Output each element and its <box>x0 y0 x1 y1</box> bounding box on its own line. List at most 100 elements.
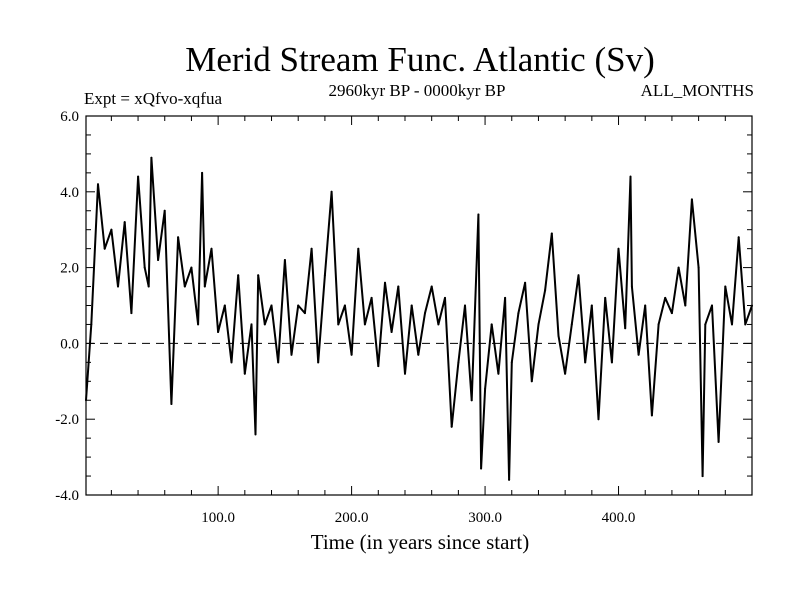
data-point <box>237 274 240 277</box>
data-point <box>629 175 632 178</box>
data-point <box>397 285 400 288</box>
data-point <box>701 475 704 478</box>
data-point <box>610 361 613 364</box>
data-point <box>377 365 380 368</box>
data-point <box>197 323 200 326</box>
data-point <box>704 323 707 326</box>
data-point <box>170 403 173 405</box>
data-point <box>524 281 527 284</box>
data-point <box>337 323 340 326</box>
data-point <box>604 296 607 299</box>
x-tick-label: 300.0 <box>468 510 502 526</box>
data-point <box>217 331 220 333</box>
data-point <box>530 380 533 383</box>
data-point <box>450 425 453 428</box>
data-point <box>744 323 747 326</box>
data-point <box>510 361 513 364</box>
data-point <box>150 156 153 159</box>
data-point <box>697 266 700 269</box>
data-point <box>424 312 426 315</box>
data-point <box>664 296 667 299</box>
data-point <box>263 323 266 326</box>
data-point <box>117 285 119 288</box>
data-point <box>250 323 253 326</box>
experiment-label: Expt = xQfvo-xqfua <box>84 89 222 108</box>
data-point <box>310 247 313 250</box>
data-point <box>584 361 587 364</box>
data-point <box>404 372 406 375</box>
data-point <box>670 312 673 315</box>
data-point <box>557 334 560 337</box>
plot-area: -4.0 -2.0 0.0 2.0 4.0 6.0 100.0 200.0 300.0 400.0 <box>55 109 753 526</box>
data-point <box>210 247 213 250</box>
x-axis-label: Time (in years since start) <box>311 530 530 554</box>
data-point <box>350 353 353 356</box>
data-point <box>123 221 126 224</box>
data-point <box>177 236 180 239</box>
data-point <box>597 418 600 421</box>
data-point <box>444 296 446 299</box>
data-point <box>550 232 553 235</box>
data-point <box>577 274 580 277</box>
data-point <box>203 285 206 288</box>
data-point <box>230 361 233 364</box>
y-tick-label: 2.0 <box>60 261 79 277</box>
data-point <box>751 304 753 307</box>
data-point <box>201 171 204 174</box>
data-point <box>644 304 647 307</box>
data-point <box>564 372 567 375</box>
data-point <box>384 281 386 284</box>
data-point <box>390 331 393 333</box>
data-point <box>137 175 140 178</box>
y-tick-label: 6.0 <box>60 109 79 125</box>
data-point <box>297 304 300 307</box>
data-point <box>480 467 483 470</box>
data-point <box>637 353 640 356</box>
y-tick-label: 0.0 <box>60 336 79 352</box>
data-point <box>317 361 320 364</box>
data-point <box>537 323 540 326</box>
data-point <box>270 304 273 307</box>
data-point <box>283 259 286 261</box>
data-point <box>303 312 306 315</box>
data-point <box>183 285 186 288</box>
data-point <box>508 478 511 481</box>
data-point <box>330 190 333 193</box>
data-point <box>243 372 246 375</box>
data-point <box>343 304 346 307</box>
data-point <box>657 323 660 326</box>
data-point <box>257 274 260 277</box>
data-point <box>724 285 727 288</box>
data-point <box>97 183 99 186</box>
x-tick-label: 100.0 <box>201 510 235 526</box>
data-point <box>477 213 480 216</box>
y-tick-label: 4.0 <box>60 185 79 201</box>
data-point <box>190 266 193 269</box>
data-point <box>417 353 420 356</box>
x-tick-label: 400.0 <box>602 510 636 526</box>
data-point <box>90 323 93 326</box>
data-point <box>163 209 166 212</box>
data-point <box>544 289 547 292</box>
data-point <box>103 247 106 250</box>
data-point <box>110 228 113 231</box>
data-point <box>517 312 520 315</box>
data-point <box>590 304 593 307</box>
data-point <box>323 274 326 277</box>
data-point <box>717 440 720 443</box>
data-point <box>624 327 627 330</box>
chart-title: Merid Stream Func. Atlantic (Sv) <box>185 40 655 79</box>
series-points <box>85 156 753 481</box>
data-point <box>650 414 653 417</box>
time-range-label: 2960kyr BP - 0000kyr BP <box>329 81 506 100</box>
series-line <box>85 156 753 481</box>
plot-frame <box>85 115 753 496</box>
data-point <box>570 323 573 326</box>
data-point <box>357 247 360 250</box>
data-point <box>430 285 433 288</box>
data-point <box>363 323 366 326</box>
data-point <box>85 399 87 402</box>
data-point <box>690 198 693 201</box>
y-tick-label: -4.0 <box>55 488 79 504</box>
data-point <box>410 304 413 307</box>
